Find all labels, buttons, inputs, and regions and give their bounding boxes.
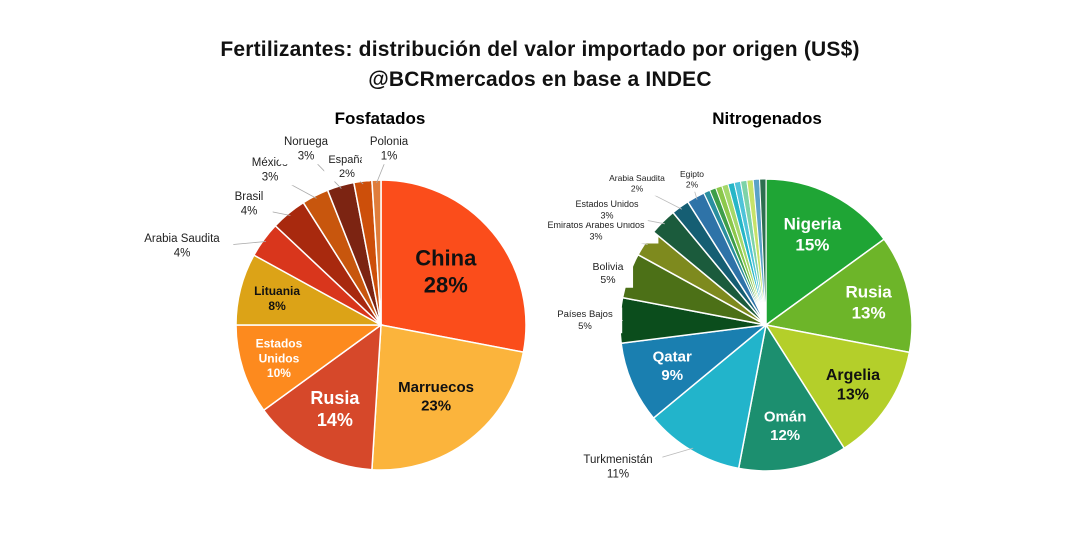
pie-slice-qatar (620, 323, 769, 420)
label-backdrop (225, 188, 273, 220)
slice-label-espana: España 2% (328, 154, 366, 180)
slice-label-noruega: Noruega 3% (284, 136, 329, 162)
slice-label-brasil: Brasil 4% (235, 191, 264, 217)
slice-label-nigeria: Nigeria 15% (784, 215, 842, 255)
slice-label-egipto: Egipto 2% (680, 169, 704, 190)
pie-slice-other (759, 178, 767, 326)
chart-title: Fertilizantes: distribución del valor im… (220, 38, 860, 61)
slice-label-rusia: Rusia 14% (310, 388, 360, 430)
label-backdrop (566, 198, 648, 223)
chart-subtitle: @BCRmercados en base a INDEC (368, 68, 712, 91)
slice-label-qatar: Qatar 9% (653, 349, 692, 384)
label-backdrop (598, 172, 676, 196)
pie-slice-nigeria (765, 178, 886, 327)
slice-label-arabia-saudita: Arabia Saudita 2% (609, 173, 665, 194)
pie-slice-polonia (371, 179, 382, 326)
pie-slice-rusia (262, 323, 382, 471)
pie-slice-marruecos (371, 324, 525, 471)
pie-slice-turkmenistan (652, 323, 768, 470)
slice-label-paises-bajos: Países Bajos 5% (557, 309, 613, 332)
slice-label-estados-unidos: Estados Unidos 10% (256, 337, 303, 380)
slice-label-polonia: Polonia 1% (370, 136, 409, 162)
slice-label-bolivia: Bolivia 5% (593, 261, 624, 286)
slice-label-china: China 28% (415, 246, 477, 298)
pie-slice-rusia (764, 238, 913, 354)
pie-nitrogenados: Nigeria 15%Rusia 13% Argelia 13% Omán 12% Turkm… (533, 168, 913, 483)
pie-slice-oman (737, 322, 846, 472)
label-backdrop (547, 307, 623, 334)
pie-slice-argelia (764, 323, 911, 450)
label-backdrop (573, 451, 663, 483)
label-backdrop (278, 133, 334, 165)
slice-label-marruecos: Marruecos 23% (398, 379, 474, 414)
slice-label-emiratos-arabes-unidos: Emiratos Árabes Unidos 3% (547, 220, 645, 241)
slice-label-turkmenistan: Turkmenistán 11% (583, 454, 652, 480)
slice-label-estados-unidos: Estados Unidos 3% (575, 199, 639, 220)
pie-title-fosfatados: Fosfatados (335, 109, 426, 128)
pie-slice-estados-unidos (235, 324, 384, 412)
label-backdrop (361, 133, 417, 165)
slice-label-argelia: Argelia 13% (826, 367, 880, 404)
slice-label-lituania: Lituania 8% (254, 284, 300, 313)
label-backdrop (130, 230, 234, 262)
pie-title-nitrogenados: Nitrogenados (712, 109, 822, 128)
pie-slice-china (380, 179, 527, 354)
slice-label-arabia-saudita: Arabia Saudita 4% (144, 233, 220, 259)
label-backdrop (533, 219, 659, 244)
slice-label-oman: Omán 12% (764, 408, 807, 443)
label-backdrop (673, 168, 711, 192)
slice-label-rusia: Rusia 13% (845, 283, 892, 323)
pie-fosfatados: China 28% Marruecos 23% Rusia 14%Estados Unido… (130, 133, 527, 471)
label-backdrop (582, 259, 634, 288)
